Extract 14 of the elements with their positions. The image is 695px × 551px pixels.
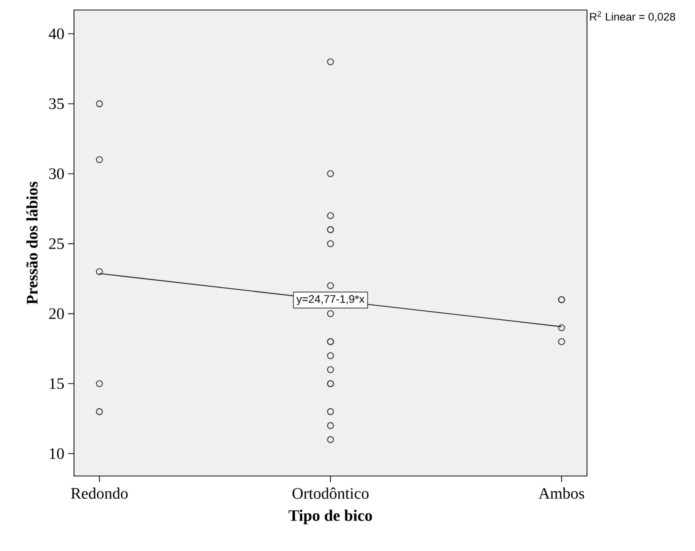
y-tick-label: 20 [49, 308, 64, 320]
y-tick-label: 35 [49, 98, 64, 110]
x-tick-label: Redondo [70, 488, 128, 499]
y-tick-label: 25 [49, 238, 64, 250]
x-tick-label: Ambos [538, 488, 584, 499]
annotation: y=24,77-1,9*x [296, 295, 364, 306]
y-tick-label: 15 [50, 378, 64, 389]
y-axis-title: Pressão dos lábios [26, 182, 38, 304]
y-tick-label: 30 [49, 168, 64, 180]
x-axis-title: Tipo de bico [288, 510, 372, 524]
text: R$^{2}$ Linear = 0,028 [590, 11, 676, 22]
x-tick-label: Ortodôntico [292, 488, 369, 499]
y-tick-label: 40 [48, 28, 64, 40]
y-tick-label: 10 [50, 448, 64, 460]
